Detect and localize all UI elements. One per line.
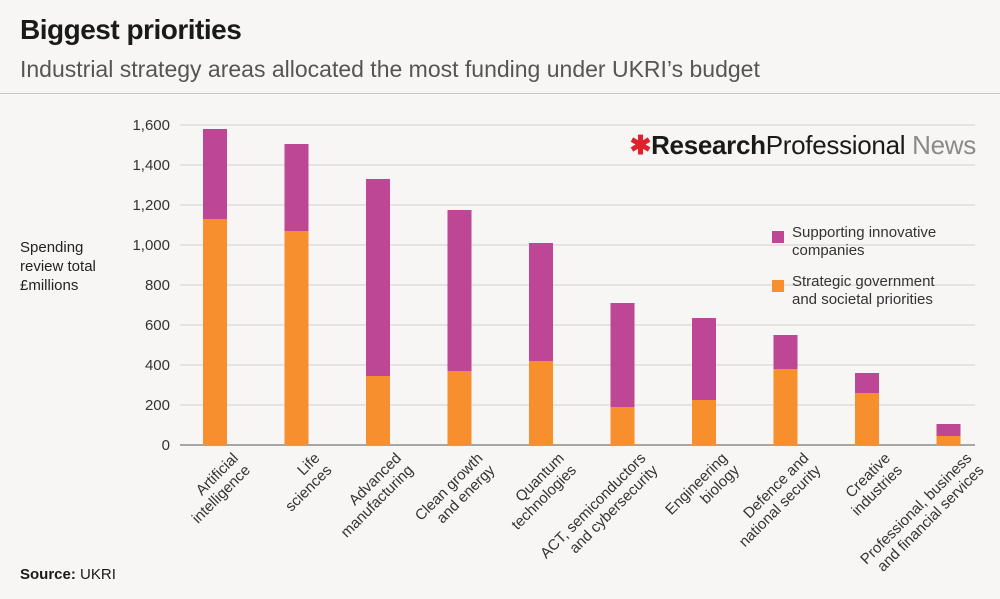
x-tick-label: Defence andnational security bbox=[724, 449, 825, 550]
x-category-label: Defence andnational security bbox=[724, 449, 825, 551]
legend-label-innovative: Supporting innovative companies bbox=[792, 224, 936, 259]
legend-swatch-innovative bbox=[772, 231, 784, 243]
y-tick-label: 800 bbox=[145, 277, 170, 294]
asterisk-icon: ✱ bbox=[629, 130, 652, 160]
bar-innovative bbox=[855, 373, 879, 393]
legend-label-line: companies bbox=[792, 242, 865, 259]
source-label: Source: bbox=[20, 566, 76, 583]
x-tick-label: Engineeringbiology bbox=[662, 449, 743, 530]
x-category-label: Lifesciences bbox=[270, 450, 335, 515]
bar-innovative bbox=[773, 335, 798, 369]
brand-word-news: News bbox=[912, 130, 976, 160]
brand-word-research: Research bbox=[651, 130, 766, 160]
y-tick-label: 1,200 bbox=[132, 197, 170, 214]
x-tick-label: Lifesciences bbox=[270, 450, 335, 515]
x-tick-label: Creativeindustries bbox=[836, 450, 905, 519]
legend-label-strategic: Strategic government and societal priorit… bbox=[792, 273, 935, 308]
legend-label-line: and societal priorities bbox=[792, 291, 933, 308]
x-category-label: Clean growthand energy bbox=[412, 449, 499, 536]
x-tick-label: Artificialintelligence bbox=[177, 450, 254, 527]
y-tick-label: 1,400 bbox=[132, 157, 170, 174]
legend-label-line: Strategic government bbox=[792, 273, 935, 290]
bar-innovative bbox=[610, 303, 635, 407]
bar-strategic bbox=[855, 393, 879, 445]
y-axis-label-line: Spending bbox=[20, 239, 84, 256]
bar-strategic bbox=[773, 369, 798, 445]
x-category-label: Creativeindustries bbox=[836, 450, 906, 519]
bar-innovative bbox=[529, 243, 553, 361]
bar-strategic bbox=[203, 219, 227, 445]
x-tick-label: Advancedmanufacturing bbox=[326, 450, 417, 541]
bar-strategic bbox=[366, 376, 390, 445]
y-axis-label: Spending review total £millions bbox=[20, 238, 120, 295]
bar-strategic bbox=[529, 361, 553, 445]
bar-strategic bbox=[284, 231, 309, 445]
y-tick-label: 1,600 bbox=[132, 117, 170, 134]
bar-strategic bbox=[610, 407, 635, 445]
bar-innovative bbox=[284, 144, 309, 231]
chart-subtitle: Industrial strategy areas allocated the … bbox=[20, 56, 760, 82]
bar-innovative bbox=[692, 318, 716, 400]
brand-logo: ✱ResearchProfessional News bbox=[629, 130, 977, 161]
legend-label-line: Supporting innovative bbox=[792, 224, 936, 241]
x-category-label: Artificialintelligence bbox=[177, 450, 254, 527]
source-note: Source: UKRI bbox=[20, 566, 116, 583]
bar-innovative bbox=[447, 210, 472, 371]
bar-strategic bbox=[692, 400, 716, 445]
y-axis-label-line: review total bbox=[20, 258, 96, 275]
bar-innovative bbox=[203, 129, 227, 219]
bar-innovative bbox=[366, 179, 390, 376]
chart-title: Biggest priorities bbox=[20, 14, 242, 45]
y-tick-label: 0 bbox=[162, 437, 170, 454]
source-value: UKRI bbox=[80, 566, 116, 583]
y-tick-label: 200 bbox=[145, 397, 170, 414]
y-axis-label-line: £millions bbox=[20, 277, 79, 294]
y-tick-label: 400 bbox=[145, 357, 170, 374]
bar-strategic bbox=[447, 371, 472, 445]
x-category-label: Engineeringbiology bbox=[662, 449, 743, 530]
bar-strategic bbox=[936, 436, 961, 445]
legend-swatch-strategic bbox=[772, 280, 784, 292]
header-divider bbox=[0, 93, 1000, 94]
x-tick-label: Clean growthand energy bbox=[412, 449, 499, 536]
y-tick-label: 1,000 bbox=[132, 237, 170, 254]
bar-innovative bbox=[936, 424, 961, 436]
y-tick-label: 600 bbox=[145, 317, 170, 334]
brand-word-professional: Professional bbox=[765, 130, 906, 160]
x-category-label: Advancedmanufacturing bbox=[326, 450, 417, 541]
